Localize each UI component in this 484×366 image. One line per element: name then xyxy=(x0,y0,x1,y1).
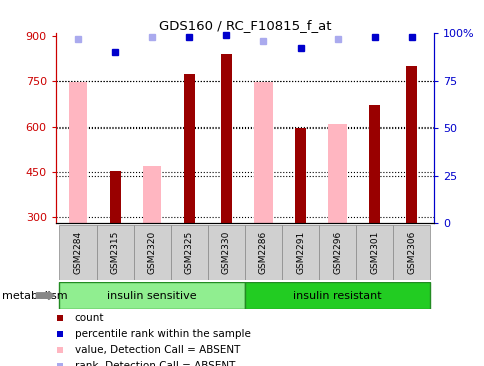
Bar xyxy=(220,54,231,223)
Text: percentile rank within the sample: percentile rank within the sample xyxy=(75,329,250,339)
FancyBboxPatch shape xyxy=(60,282,244,309)
FancyBboxPatch shape xyxy=(244,225,281,280)
FancyBboxPatch shape xyxy=(244,282,429,309)
Title: GDS160 / RC_F10815_f_at: GDS160 / RC_F10815_f_at xyxy=(158,19,331,32)
FancyBboxPatch shape xyxy=(170,225,208,280)
Bar xyxy=(143,166,161,223)
Text: GSM2330: GSM2330 xyxy=(221,231,230,274)
Text: GSM2291: GSM2291 xyxy=(295,231,304,274)
FancyBboxPatch shape xyxy=(281,225,318,280)
FancyBboxPatch shape xyxy=(134,225,170,280)
Bar xyxy=(328,124,346,223)
Text: GSM2315: GSM2315 xyxy=(110,231,120,274)
Text: GSM2306: GSM2306 xyxy=(407,231,415,274)
FancyBboxPatch shape xyxy=(96,225,134,280)
Bar xyxy=(254,82,272,223)
Text: GSM2286: GSM2286 xyxy=(258,231,268,274)
Bar xyxy=(368,105,379,223)
Text: GSM2284: GSM2284 xyxy=(74,231,82,274)
Text: insulin sensitive: insulin sensitive xyxy=(107,291,197,300)
Text: count: count xyxy=(75,313,104,323)
Text: GSM2320: GSM2320 xyxy=(148,231,156,274)
FancyBboxPatch shape xyxy=(318,225,355,280)
Text: value, Detection Call = ABSENT: value, Detection Call = ABSENT xyxy=(75,345,240,355)
Text: metabolism: metabolism xyxy=(2,291,68,300)
Bar xyxy=(406,66,417,223)
FancyBboxPatch shape xyxy=(355,225,393,280)
Text: GSM2296: GSM2296 xyxy=(333,231,341,274)
Bar xyxy=(109,171,121,223)
Text: insulin resistant: insulin resistant xyxy=(293,291,381,300)
Text: GSM2325: GSM2325 xyxy=(184,231,194,274)
FancyBboxPatch shape xyxy=(60,225,96,280)
Bar xyxy=(294,128,305,223)
Bar xyxy=(183,74,195,223)
FancyBboxPatch shape xyxy=(393,225,429,280)
Text: rank, Detection Call = ABSENT: rank, Detection Call = ABSENT xyxy=(75,361,235,366)
Text: GSM2301: GSM2301 xyxy=(369,231,378,274)
Bar xyxy=(69,82,87,223)
FancyBboxPatch shape xyxy=(208,225,244,280)
